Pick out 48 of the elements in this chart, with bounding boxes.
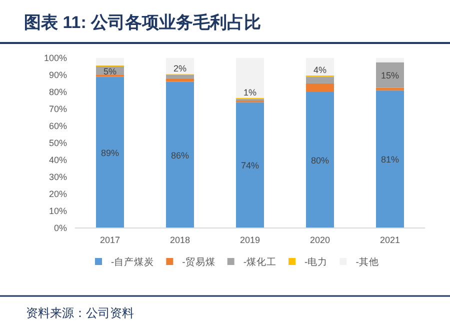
data-label: 86%: [170, 150, 190, 160]
data-label: 5%: [103, 66, 117, 76]
legend-label: -煤化工: [243, 256, 277, 268]
bar: [376, 88, 404, 90]
bar: [236, 102, 264, 228]
data-label: 80%: [310, 156, 330, 166]
y-tick-label: 40%: [48, 155, 67, 165]
data-label: 15%: [380, 70, 400, 80]
data-label: 2%: [173, 64, 187, 74]
bar: [376, 90, 404, 228]
y-tick-label: 10%: [48, 206, 67, 216]
data-label: 74%: [240, 160, 260, 171]
y-tick-label: 50%: [48, 138, 67, 148]
chart-title: 图表 11: 公司各项业务毛利占比: [24, 13, 262, 32]
bar: [166, 75, 194, 78]
y-tick-label: 30%: [48, 172, 67, 182]
bar: [376, 58, 404, 62]
legend-label: -贸易煤: [182, 256, 216, 268]
bar: [166, 82, 194, 228]
legend-label: -自产煤炭: [111, 256, 154, 268]
bar: [166, 78, 194, 82]
x-tick-label: 2017: [100, 235, 120, 245]
x-tick-label: 2020: [310, 235, 330, 245]
y-tick-label: 80%: [48, 87, 67, 97]
data-label: 81%: [380, 154, 400, 165]
y-tick-label: 90%: [48, 70, 67, 80]
bar: [306, 76, 334, 84]
bar: [306, 58, 334, 76]
y-tick-label: 70%: [48, 104, 67, 114]
data-label: 4%: [313, 65, 327, 76]
bar: [236, 58, 264, 98]
legend-label: -其他: [356, 256, 379, 268]
bar: [306, 92, 334, 228]
bar: [376, 62, 404, 88]
x-tick-label: 2018: [170, 235, 190, 245]
x-tick-label: 2019: [240, 235, 260, 245]
y-tick-label: 20%: [48, 189, 67, 199]
y-tick-label: 60%: [48, 121, 67, 131]
bar: [96, 76, 124, 228]
x-tick-label: 2021: [380, 235, 400, 245]
legend-label: -电力: [304, 256, 328, 268]
y-tick-label: 100%: [44, 53, 67, 63]
data-label: 89%: [100, 148, 120, 158]
data-label: 1%: [243, 87, 257, 98]
text: 资料来源：公司资料: [26, 306, 134, 320]
bar: [96, 58, 124, 66]
bar: [306, 84, 334, 92]
y-tick-label: 0%: [54, 223, 67, 233]
